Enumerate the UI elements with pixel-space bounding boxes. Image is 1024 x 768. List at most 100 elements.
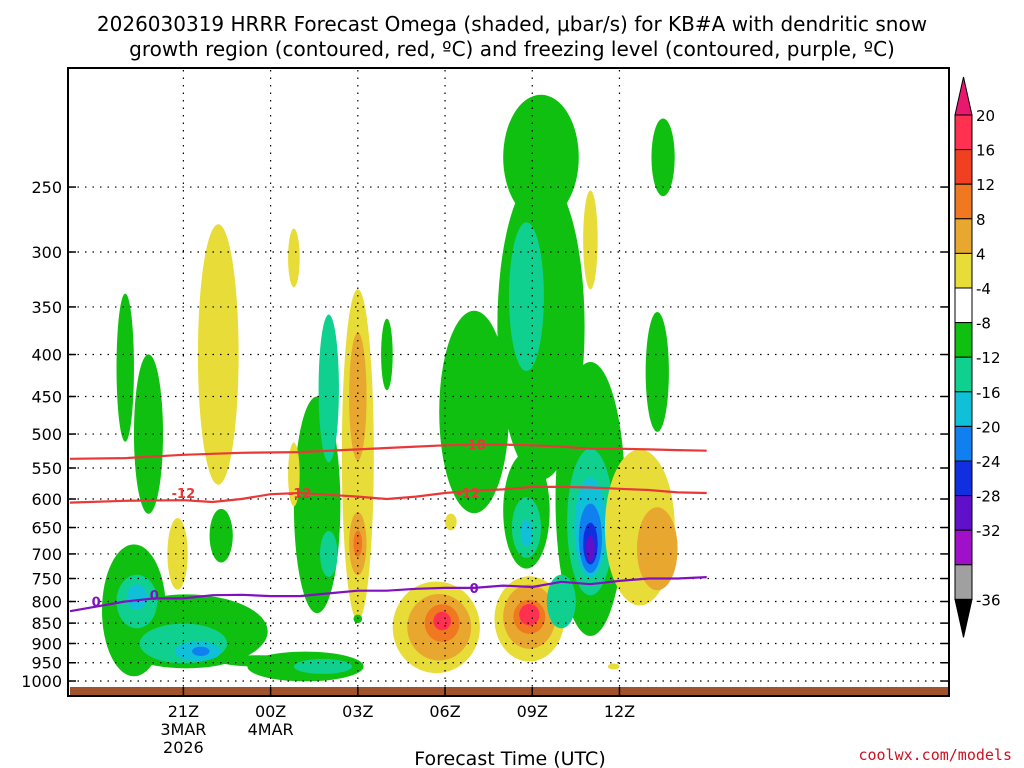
omega-cell: [636, 507, 678, 591]
omega-cell: [318, 314, 339, 463]
colorbar-swatch: [954, 425, 973, 462]
x-tick-label: 12Z: [604, 702, 635, 721]
omega-cell: [651, 118, 675, 197]
contour-label: -12: [288, 487, 312, 502]
colorbar-label: 12: [976, 176, 995, 194]
y-tick-label: 300: [31, 243, 62, 262]
chart-title-line2: growth region (contoured, red, ºC) and f…: [129, 37, 895, 61]
omega-cell: [126, 584, 148, 610]
temperature-contours: -18 -12 0 -12 -12 0 0: [69, 439, 707, 613]
y-tick-label: 350: [31, 298, 62, 317]
omega-cell: [288, 228, 300, 288]
y-tick-label: 900: [31, 634, 62, 653]
omega-cell: [116, 293, 134, 442]
colorbar-swatch: [954, 564, 973, 600]
x-tick-label: 00Z: [255, 702, 286, 721]
omega-cell: [503, 94, 579, 220]
omega-cell: [519, 603, 540, 626]
y-tick-label: 450: [31, 387, 62, 406]
colorbar-label: -24: [976, 453, 1001, 471]
omega-cell: [583, 190, 598, 290]
x-tick-label: 09Z: [517, 702, 548, 721]
y-tick-label: 850: [31, 614, 62, 633]
x-tick-label: 03Z: [342, 702, 373, 721]
colorbar-label: -12: [976, 349, 1001, 367]
colorbar-swatch: [954, 356, 973, 393]
colorbar-top-arrow: [954, 76, 973, 116]
omega-cell: [381, 318, 393, 391]
colorbar-label: 8: [976, 211, 986, 229]
colorbar-bottom-arrow: [954, 598, 973, 638]
colorbar-swatch: [954, 287, 973, 324]
y-tick-label: 550: [31, 459, 62, 478]
chart-title-line1: 2026030319 HRRR Forecast Omega (shaded, …: [97, 12, 927, 36]
omega-cell: [209, 508, 233, 563]
omega-cell: [167, 518, 188, 590]
contour-label: -12: [172, 487, 196, 502]
omega-cell: [293, 659, 353, 674]
colorbar-swatch: [954, 183, 973, 220]
y-tick-label: 500: [31, 425, 62, 444]
omega-cell: [607, 663, 620, 670]
y-tick-label: 700: [31, 545, 62, 564]
contour-label: 0: [470, 582, 479, 597]
omega-cell: [439, 310, 509, 514]
colorbar-label: -8: [976, 315, 991, 333]
omega-cell: [445, 513, 457, 531]
contour-label: 0: [92, 596, 101, 611]
x-tick-label: 06Z: [429, 702, 460, 721]
y-tick-label: 600: [31, 490, 62, 509]
colorbar-label: 4: [976, 245, 986, 263]
ground-surface: [70, 687, 948, 695]
colorbar-swatch: [954, 218, 973, 254]
y-tick-label: 250: [31, 178, 62, 197]
omega-cell: [546, 574, 576, 629]
omega-cell: [197, 224, 239, 485]
colorbar-swatch: [954, 460, 973, 497]
colorbar-swatch: [954, 529, 973, 566]
omega-shading: [101, 94, 678, 682]
omega-cell: [288, 442, 300, 507]
omega-cell: [520, 519, 533, 547]
colorbar-label: -36: [976, 591, 1001, 609]
contour-line: [69, 576, 707, 613]
colorbar-label: -16: [976, 384, 1001, 402]
y-tick-label: 400: [31, 346, 62, 365]
colorbar-swatch: [954, 252, 973, 289]
omega-cell: [645, 311, 669, 432]
x-tick-label: 3MAR: [160, 720, 206, 739]
plot-frame: [67, 67, 950, 697]
colorbar-swatch: [954, 495, 973, 531]
colorbar-label: -20: [976, 418, 1001, 436]
colorbar-swatch: [954, 322, 973, 358]
colorbar-swatch: [954, 391, 973, 427]
contour-label: -18: [462, 439, 486, 454]
omega-cell: [433, 611, 451, 631]
colorbar-label: -28: [976, 488, 1001, 506]
x-tick-label: 4MAR: [248, 720, 294, 739]
x-tick-label: 21Z: [168, 702, 199, 721]
y-tick-label: 650: [31, 519, 62, 538]
contour-line: [69, 443, 707, 460]
y-tick-label: 800: [31, 593, 62, 612]
colorbar: 20 16 12 8 4 -4 -8 -12 -16 -20 -24 -28 -32 -36: [954, 76, 1001, 638]
colorbar-label: 16: [976, 142, 995, 160]
colorbar-label: -32: [976, 522, 1001, 540]
colorbar-label: -4: [976, 280, 991, 298]
omega-cell: [509, 222, 544, 372]
contour-line: [69, 485, 707, 504]
x-axis-label: Forecast Time (UTC): [414, 748, 605, 768]
colorbar-label: 20: [976, 107, 995, 125]
y-axis-ticks: 250 300 350 400 450 500 550 600 650 700 750 800 8509…: [21, 178, 949, 691]
source-credit: coolwx.com/models: [858, 746, 1012, 764]
omega-cell: [192, 646, 210, 656]
omega-cell: [349, 332, 367, 461]
omega-cell: [133, 354, 164, 514]
y-tick-label: 750: [31, 570, 62, 589]
colorbar-swatch: [954, 149, 973, 185]
colorbar-swatch: [954, 114, 973, 151]
omega-cell: [586, 535, 595, 562]
omega-cell: [320, 530, 338, 577]
